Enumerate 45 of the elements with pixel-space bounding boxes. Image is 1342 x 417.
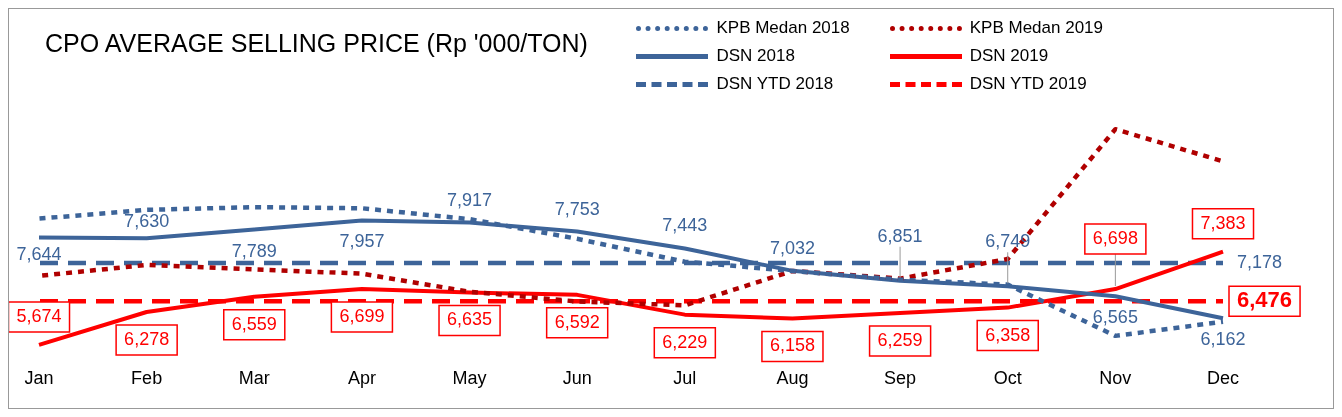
x-tick-label: Jul [673,368,697,389]
data-label: 6,162 [1200,329,1246,350]
data-label: 6,476 [1237,287,1293,313]
x-tick-label: May [452,368,487,389]
x-tick-label: Sep [884,368,917,389]
data-label: 6,749 [985,231,1031,252]
data-label: 6,565 [1092,307,1138,328]
data-label: 6,592 [554,311,600,332]
data-label: 7,644 [16,244,62,265]
x-tick-label: Jan [24,368,54,389]
data-label: 6,698 [1092,228,1138,249]
x-tick-label: Dec [1206,368,1240,389]
data-label: 7,957 [339,231,385,252]
data-label: 6,259 [877,329,923,350]
legend-label: KPB Medan 2019 [969,18,1103,38]
data-label: 5,674 [16,305,62,326]
x-tick-label: Feb [131,368,163,389]
data-label: 6,278 [124,328,170,349]
data-label: 7,917 [447,189,493,210]
x-tick-label: Apr [347,368,376,389]
data-label: 6,851 [877,225,923,246]
data-label: 7,630 [124,211,170,232]
x-tick-label: Jun [562,368,592,389]
x-tick-label: Nov [1099,368,1132,389]
x-tick-label: Oct [993,368,1022,389]
data-label: 6,635 [447,309,493,330]
legend-label: DSN YTD 2018 [716,74,834,94]
legend-label: DSN 2018 [716,46,795,66]
data-label: 6,158 [769,335,815,356]
data-label: 6,229 [662,331,708,352]
legend-label: DSN YTD 2019 [969,74,1087,94]
data-label: 6,559 [231,313,277,334]
data-label: 6,358 [985,324,1031,345]
data-label: 6,699 [339,305,385,326]
data-label: 7,178 [1237,251,1283,272]
chart-title: CPO AVERAGE SELLING PRICE (Rp '000/TON) [45,29,588,58]
data-label: 7,443 [662,215,708,236]
data-label: 7,753 [554,198,600,219]
data-label: 7,789 [231,240,277,261]
x-tick-label: Mar [238,368,270,389]
x-tick-label: Aug [776,368,809,389]
legend-label: DSN 2019 [969,46,1049,66]
legend-label: KPB Medan 2018 [716,18,850,38]
data-label: 7,383 [1200,212,1246,233]
data-label: 7,032 [769,237,815,258]
